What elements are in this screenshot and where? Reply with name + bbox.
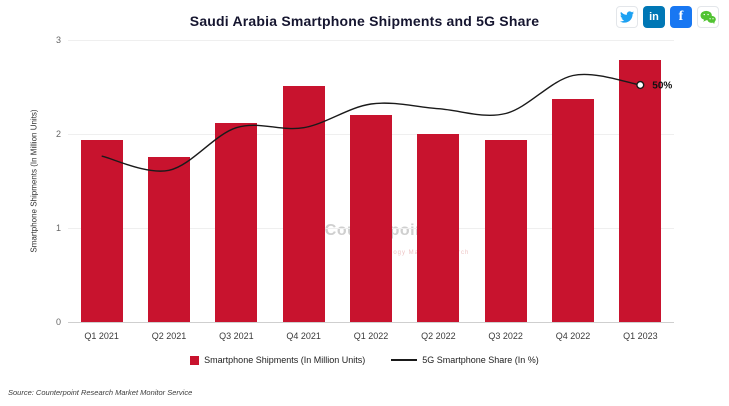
shipment-bar-q1-2021	[80, 139, 123, 322]
x-tick-label: Q3 2021	[219, 331, 254, 341]
x-tick-label: Q2 2021	[151, 331, 187, 341]
5g-share-line	[101, 73, 641, 172]
legend-item-line: 5G Smartphone Share (In %)	[391, 355, 539, 365]
twitter-share-icon[interactable]	[616, 6, 638, 28]
shipment-bar-q1-2022	[350, 115, 392, 322]
linkedin-share-icon[interactable]: in	[643, 6, 665, 28]
y-tick-label: 2	[55, 129, 61, 139]
line-chart-overlay: 50%	[101, 73, 672, 172]
line-end-marker	[636, 80, 645, 90]
watermark-subtext: Technology Market Research	[40, 250, 729, 256]
legend-swatch-bar	[190, 355, 200, 365]
x-tick-label: Q3 2022	[488, 331, 523, 341]
x-tick-label: Q2 2022	[421, 331, 456, 341]
linkedin-icon-label: in	[649, 11, 659, 23]
x-tick-label: Q4 2022	[555, 331, 591, 341]
shipment-bar-q4-2022	[552, 99, 594, 322]
line-end-value-label: 50%	[652, 81, 672, 92]
y-tick-label: 3	[55, 35, 61, 45]
chart-legend: Smartphone Shipments (In Million Units) 5…	[0, 355, 729, 365]
legend-swatch-line	[391, 359, 418, 361]
facebook-icon-label: f	[678, 9, 684, 24]
facebook-share-icon[interactable]: f	[670, 6, 692, 28]
x-tick-label: Q1 2023	[623, 331, 658, 341]
gridline-y-3	[68, 40, 674, 41]
legend-label: 5G Smartphone Share (In %)	[422, 355, 539, 365]
shipment-bar-q1-2023	[619, 59, 662, 322]
plot-area: 50% 0 1 2 3 Q1 2021 Q2 2021 Q3 2021 Q4 2021 Q1 2…	[56, 35, 674, 341]
wechat-share-icon[interactable]	[697, 6, 719, 28]
wechat-bubbles-icon	[700, 10, 716, 25]
y-tick-label: 0	[55, 317, 61, 327]
shipment-bar-q2-2022	[417, 134, 460, 322]
chart-title: Saudi Arabia Smartphone Shipments and 5G…	[189, 13, 540, 29]
twitter-bird-icon	[620, 11, 634, 23]
legend-label: Smartphone Shipments (In Million Units)	[204, 355, 366, 365]
x-tick-label: Q4 2021	[286, 331, 321, 341]
shipment-bar-q3-2022	[484, 139, 527, 322]
x-tick-label: Q1 2022	[353, 331, 389, 341]
shipment-bar-q4-2021	[282, 86, 325, 322]
shipment-bar-q3-2021	[215, 122, 258, 322]
social-share-bar: in f	[616, 6, 719, 28]
gridline-y-0	[68, 322, 674, 323]
source-note: Source: Counterpoint Research Market Mon…	[8, 388, 193, 397]
shipment-bar-q2-2021	[148, 156, 190, 322]
x-tick-label: Q1 2021	[84, 331, 119, 341]
y-tick-label: 1	[55, 223, 61, 233]
legend-item-bar: Smartphone Shipments (In Million Units)	[190, 355, 365, 365]
